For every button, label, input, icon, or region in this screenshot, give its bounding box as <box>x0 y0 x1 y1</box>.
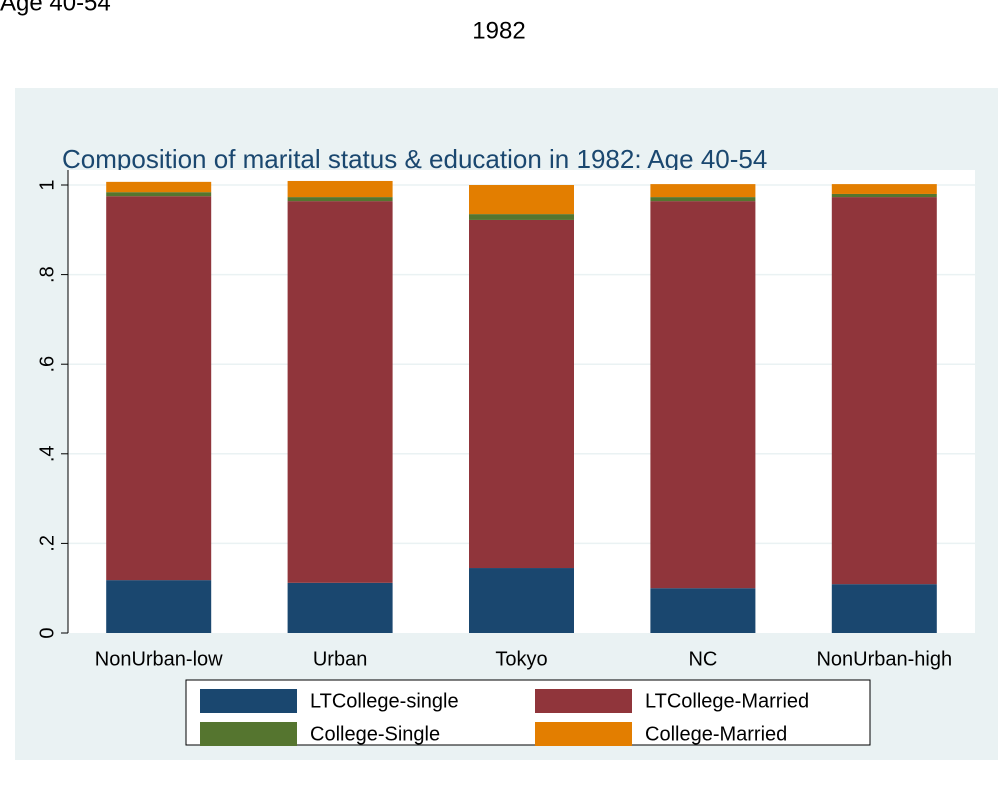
y-tick-label: 1 <box>36 179 58 190</box>
bar-segment <box>650 197 756 202</box>
bar-segment <box>106 196 212 581</box>
y-tick-label: .4 <box>36 445 58 462</box>
bar-segment <box>831 584 937 633</box>
legend-label: LTCollege-Married <box>645 690 809 712</box>
chart-title: Composition of marital status & educatio… <box>62 144 767 174</box>
y-tick-label: .8 <box>36 266 58 283</box>
bar-segment <box>106 580 212 633</box>
bar-segment <box>287 201 393 583</box>
legend-label: LTCollege-single <box>310 690 459 712</box>
y-tick-label: 0 <box>36 627 58 638</box>
bar-segment <box>106 192 212 197</box>
bar-segment <box>650 184 756 198</box>
bar-segment <box>831 197 937 585</box>
y-tick-label: .6 <box>36 356 58 373</box>
legend-swatch <box>200 689 297 713</box>
page-title: Age 40-54 <box>0 0 111 16</box>
legend-swatch <box>200 722 297 746</box>
x-tick-label: NonUrban-low <box>95 648 223 670</box>
x-tick-label: NC <box>688 648 717 670</box>
legend-swatch <box>535 722 632 746</box>
bar-segment <box>287 180 393 198</box>
legend-label: College-Single <box>310 723 440 745</box>
bar-segment <box>287 582 393 633</box>
legend <box>185 679 871 746</box>
bar-segment <box>650 588 756 633</box>
bar-segment <box>831 193 937 198</box>
bar-segment <box>831 184 937 194</box>
legend-swatch <box>535 689 632 713</box>
bar-segment <box>469 214 574 220</box>
bar-segment <box>106 181 212 193</box>
bar-segment <box>287 197 393 202</box>
x-tick-label: NonUrban-high <box>816 648 952 670</box>
bar-segment <box>469 185 574 215</box>
bar-segment <box>469 568 574 633</box>
y-tick-label: .2 <box>36 535 58 552</box>
bar-segment <box>650 201 756 589</box>
x-tick-label: Urban <box>313 648 367 670</box>
x-tick-label: Tokyo <box>495 648 547 670</box>
bar-segment <box>469 219 574 569</box>
subtitle: 1982 <box>472 17 525 44</box>
legend-label: College-Married <box>645 723 787 745</box>
